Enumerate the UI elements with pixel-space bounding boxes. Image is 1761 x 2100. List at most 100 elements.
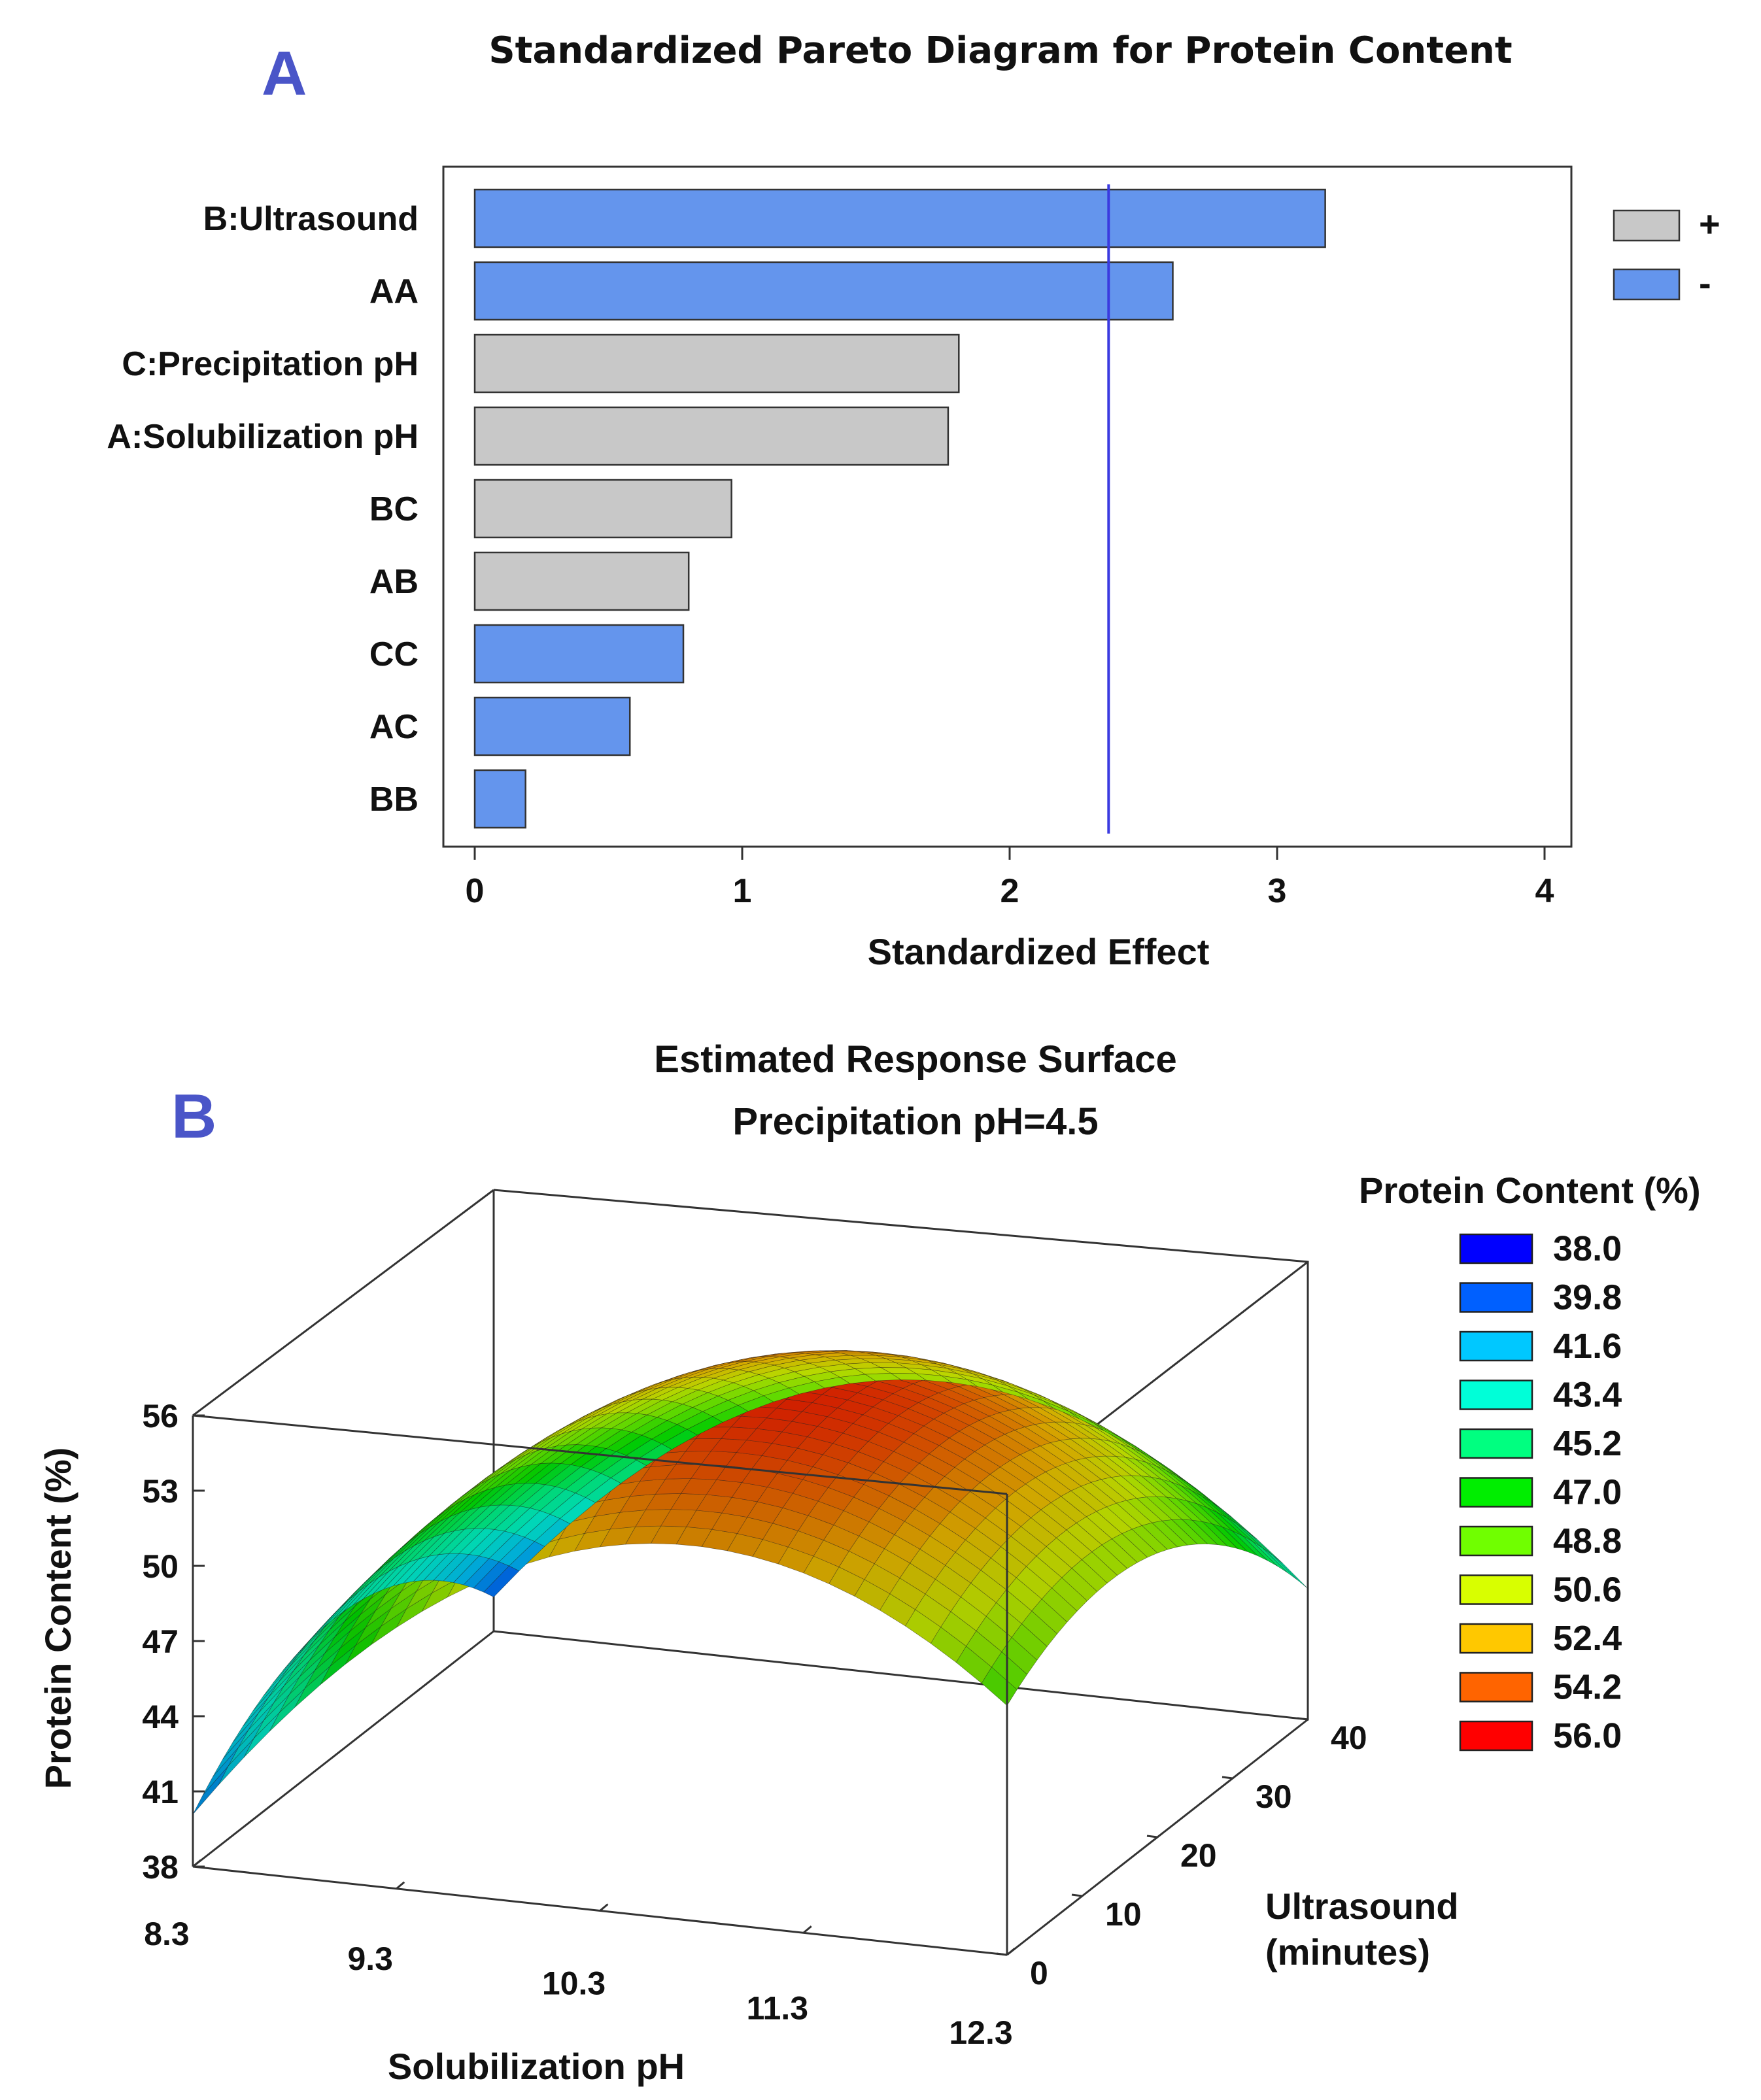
- surface-y-tick-mark: [1146, 1835, 1158, 1838]
- surface-cell: [1252, 1540, 1288, 1574]
- surface-z-tick-label: 38: [142, 1849, 179, 1886]
- surface-legend-swatch: [1459, 1623, 1533, 1654]
- surface-legend-swatch: [1459, 1380, 1533, 1410]
- surface-z-axis-label: Protein Content (%): [37, 1448, 78, 1789]
- pareto-legend-label: +: [1699, 203, 1720, 245]
- pareto-category-label: BB: [369, 781, 419, 819]
- pareto-bar: [473, 551, 690, 611]
- surface-legend-label: 50.6: [1553, 1570, 1622, 1610]
- surface-legend-label: 52.4: [1553, 1619, 1622, 1658]
- surface-x-tick-mark: [1006, 1947, 1016, 1956]
- pareto-bar: [473, 696, 631, 756]
- pareto-category-label: CC: [369, 635, 419, 673]
- pareto-bar: [473, 406, 949, 466]
- surface-z-tick-label: 50: [142, 1548, 179, 1585]
- surface-legend-swatch: [1459, 1428, 1533, 1459]
- panel-a-letter: A: [262, 39, 307, 109]
- pareto-x-ticks: 0 1 2 3 4: [466, 847, 1554, 910]
- surface-z-tick-label: 41: [142, 1774, 179, 1810]
- surface-x-tick-mark: [599, 1903, 609, 1912]
- pareto-bar: [473, 624, 685, 684]
- pareto-bars: [473, 188, 1326, 829]
- surface-legend-swatch: [1459, 1672, 1533, 1702]
- surface-x-ticks: 8.3 9.3 10.3 11.3 12.3: [144, 1859, 1016, 2051]
- surface-legend-swatch: [1459, 1282, 1533, 1313]
- pareto-legend-swatch: [1613, 268, 1681, 301]
- surface-z-tick-label: 47: [142, 1623, 179, 1660]
- surface-x-tick-label: 9.3: [347, 1940, 393, 1977]
- surface-legend-label: 48.8: [1553, 1521, 1622, 1561]
- surface-y-axis-label: Ultrasound: [1265, 1886, 1459, 1927]
- surface-subtitle: Precipitation pH=4.5: [732, 1100, 1098, 1143]
- surface-legend-label: 45.2: [1553, 1424, 1622, 1463]
- surface-legend-title: Protein Content (%): [1359, 1170, 1701, 1211]
- surface-legend-swatch: [1459, 1574, 1533, 1605]
- surface-y-ticks: 0 10 20 30 40: [996, 1717, 1367, 1991]
- surface-x-tick-label: 12.3: [949, 2014, 1012, 2051]
- surface-legend-label: 56.0: [1553, 1716, 1622, 1755]
- surface-legend-swatch: [1459, 1720, 1533, 1752]
- surface-y-tick-mark: [1297, 1717, 1308, 1721]
- pareto-category-label: AB: [369, 563, 419, 601]
- surface-cell: [1262, 1547, 1298, 1581]
- pareto-x-tick-label: 1: [733, 872, 752, 910]
- surface-legend-label: 54.2: [1553, 1668, 1622, 1707]
- pareto-bar: [473, 333, 960, 394]
- surface-y-tick-mark: [996, 1952, 1008, 1956]
- surface-cell: [203, 1747, 239, 1795]
- pareto-legend-label: -: [1699, 262, 1711, 303]
- pareto-category-label: AA: [369, 273, 419, 311]
- surface-x-tick-mark: [192, 1859, 201, 1868]
- pareto-bar: [473, 479, 732, 539]
- surface-legend: 38.0 39.8 41.6 43.4 45.2 47.0 48.8 50.6 52.4 54.2…: [1459, 1229, 1622, 1755]
- surface-legend-swatch: [1459, 1477, 1533, 1508]
- surface-y-tick-label: 10: [1105, 1896, 1142, 1933]
- panel-b-letter: B: [171, 1081, 216, 1151]
- pareto-bar: [473, 769, 526, 829]
- surface-y-tick-mark: [1071, 1893, 1083, 1897]
- surface-legend-label: 43.4: [1553, 1376, 1622, 1415]
- surface-y-tick-label: 30: [1256, 1778, 1292, 1815]
- pareto-x-tick-label: 4: [1535, 872, 1554, 910]
- surface-z-tick-label: 56: [142, 1398, 179, 1434]
- pareto-category-label: A:Solubilization pH: [107, 418, 419, 456]
- surface-y-tick-mark: [1222, 1776, 1233, 1780]
- surface-cell: [483, 1565, 520, 1597]
- surface-x-tick-label: 8.3: [144, 1916, 190, 1952]
- surface-x-tick-mark: [802, 1925, 812, 1934]
- surface-y-tick-label: 40: [1331, 1719, 1367, 1756]
- surface-legend-swatch: [1459, 1330, 1533, 1362]
- pareto-x-axis-label: Standardized Effect: [868, 931, 1210, 972]
- pareto-category-label: BC: [369, 490, 419, 528]
- surface-legend-label: 38.0: [1553, 1229, 1622, 1268]
- pareto-bar: [473, 188, 1326, 248]
- surface-z-tick-label: 53: [142, 1473, 179, 1510]
- pareto-category-label: AC: [369, 708, 419, 746]
- surface-legend-swatch: [1459, 1233, 1533, 1264]
- surface-legend-label: 47.0: [1553, 1473, 1622, 1512]
- surface-x-tick-mark: [396, 1881, 405, 1889]
- surface-x-axis-label: Solubilization pH: [388, 2046, 685, 2087]
- pareto-category-label: C:Precipitation pH: [122, 345, 419, 383]
- surface-y-tick-label: 0: [1030, 1955, 1048, 1991]
- surface-cell: [1272, 1554, 1308, 1589]
- surface-x-tick-label: 11.3: [746, 1990, 808, 2026]
- surface-z-tick-label: 44: [142, 1699, 179, 1735]
- surface-x-tick-label: 10.3: [542, 1965, 606, 2002]
- surface-y-axis-label-units: (minutes): [1265, 1931, 1430, 1973]
- surface-legend-swatch: [1459, 1525, 1533, 1557]
- pareto-category-label: B:Ultrasound: [203, 200, 419, 238]
- response-surface: [192, 1350, 1308, 1815]
- surface-legend-label: 41.6: [1553, 1327, 1622, 1366]
- pareto-x-tick-label: 2: [1000, 872, 1019, 910]
- surface-cell: [192, 1765, 229, 1815]
- surface-title: Estimated Response Surface: [654, 1038, 1176, 1081]
- pareto-bar: [473, 261, 1174, 321]
- surface-y-tick-label: 20: [1180, 1837, 1217, 1874]
- pareto-title: Standardized Pareto Diagram for Protein …: [488, 29, 1512, 72]
- surface-z-ticks: 56 53 50 47 44 41 38: [142, 1398, 205, 1886]
- pareto-category-labels: B:Ultrasound AA C:Precipitation pH A:Solubi…: [107, 200, 419, 819]
- pareto-x-tick-label: 3: [1268, 872, 1287, 910]
- pareto-x-tick-label: 0: [466, 872, 485, 910]
